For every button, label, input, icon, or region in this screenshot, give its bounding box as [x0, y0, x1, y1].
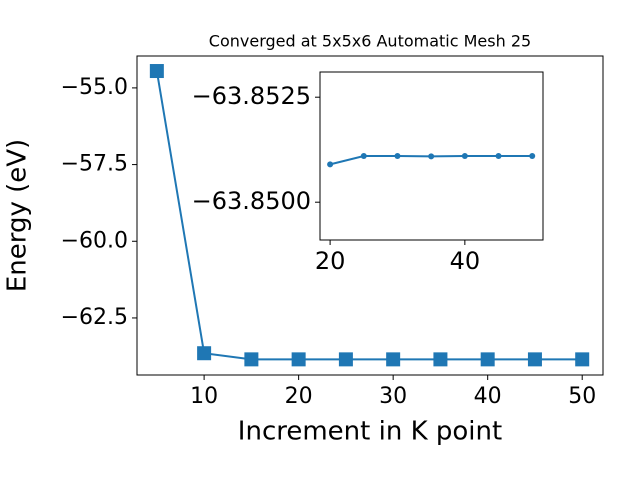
y-tick-label: −63.8525: [192, 82, 311, 110]
marker: [428, 153, 435, 160]
y-tick-label: −63.8500: [192, 187, 311, 215]
line: [155, 70, 583, 361]
x-tick-label: 50: [568, 384, 596, 409]
x-tick-label: 20: [285, 384, 313, 409]
marker: [433, 352, 448, 367]
x-tick-label: 40: [474, 384, 502, 409]
marker: [149, 64, 164, 79]
marker: [360, 153, 367, 159]
marker: [394, 153, 401, 159]
marker: [244, 352, 259, 367]
marker: [327, 161, 334, 168]
marker: [461, 153, 468, 159]
x-tick-label: 20: [315, 247, 346, 275]
x-tick-label: 30: [379, 384, 407, 409]
chart-title: Converged at 5x5x6 Automatic Mesh 25: [209, 32, 531, 51]
y-tick-label: −55.0: [61, 75, 128, 100]
y-axis-label: Energy (eV): [3, 139, 33, 292]
x-axis-label: Increment in K point: [238, 417, 502, 447]
marker: [495, 153, 502, 159]
marker: [527, 352, 542, 367]
y-tick-label: −60.0: [61, 228, 128, 253]
marker: [575, 352, 590, 367]
x-tick-label: 10: [190, 384, 218, 409]
x-tick-label: 40: [450, 247, 481, 275]
y-tick-label: −57.5: [61, 152, 128, 177]
marker: [386, 352, 401, 367]
marker: [197, 346, 212, 361]
marker: [338, 352, 353, 367]
marker: [529, 153, 536, 159]
marker: [291, 352, 306, 367]
marker: [480, 352, 495, 367]
y-tick-label: −62.5: [61, 305, 128, 330]
